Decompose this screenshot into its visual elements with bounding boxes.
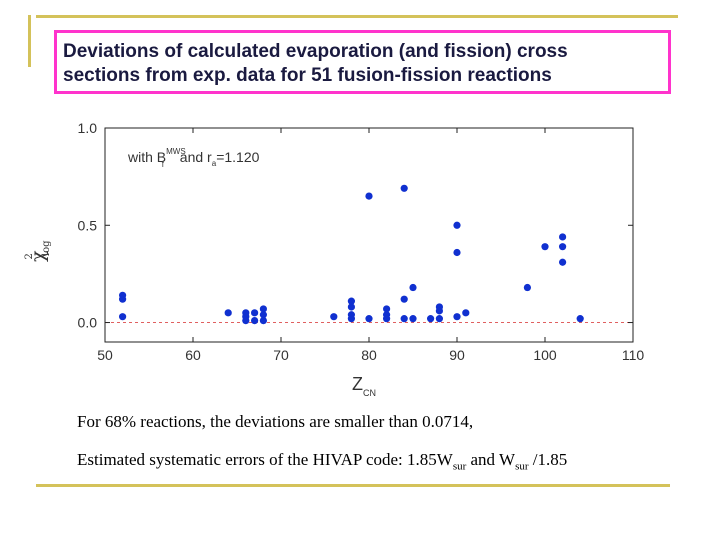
x-tick-label: 100 <box>533 347 557 363</box>
data-point <box>427 315 435 323</box>
data-point <box>383 305 391 313</box>
data-point <box>251 317 259 325</box>
data-point <box>365 315 373 323</box>
note-line-2: Estimated systematic errors of the HIVAP… <box>77 450 568 473</box>
note-line-1: For 68% reactions, the deviations are sm… <box>77 412 474 431</box>
data-point <box>224 309 232 317</box>
data-point <box>383 315 391 323</box>
x-tick-label: 80 <box>361 347 377 363</box>
data-point <box>453 313 461 321</box>
data-point <box>347 315 355 323</box>
title-box: Deviations of calculated evaporation (an… <box>54 30 671 94</box>
x-tick-label: 90 <box>449 347 465 363</box>
data-point <box>409 315 417 323</box>
left-accent-line <box>28 15 31 67</box>
data-point <box>259 305 267 313</box>
data-point <box>559 233 567 241</box>
data-point <box>119 295 127 303</box>
data-point <box>259 317 267 325</box>
data-point <box>400 295 408 303</box>
y-axis: 0.0 0.5 1.0 <box>78 120 633 331</box>
x-tick-label: 110 <box>622 347 645 363</box>
y-tick-label: 0.5 <box>78 217 98 233</box>
y-tick-label: 1.0 <box>78 120 98 136</box>
data-point <box>347 303 355 311</box>
data-point <box>330 313 338 321</box>
svg-text:χ2log: χ2log <box>24 240 52 262</box>
data-points <box>119 184 584 325</box>
title-line-1: Deviations of calculated evaporation (an… <box>63 41 568 62</box>
data-point <box>400 184 408 192</box>
data-point <box>523 283 532 292</box>
data-point <box>347 297 355 305</box>
y-tick-label: 0.0 <box>78 315 98 331</box>
data-point <box>251 309 259 317</box>
data-point <box>462 309 470 317</box>
data-point <box>119 313 127 321</box>
y-axis-label: χ2log <box>24 240 52 262</box>
x-tick-label: 60 <box>185 347 201 363</box>
data-point <box>576 315 584 323</box>
data-point <box>435 315 443 323</box>
data-point <box>453 221 461 229</box>
data-point <box>559 258 567 266</box>
data-point <box>541 243 549 251</box>
data-point <box>259 311 267 319</box>
chart-annotation: with BMWS f and ra=1.120 <box>127 147 260 169</box>
x-axis-label: ZCN <box>352 374 376 398</box>
top-accent-line <box>36 15 678 18</box>
x-tick-label: 50 <box>97 347 113 363</box>
data-point <box>400 315 408 323</box>
data-point <box>435 307 443 315</box>
x-axis: 50 60 70 80 90 100 110 <box>97 128 644 363</box>
data-point <box>409 283 417 292</box>
data-point <box>365 192 373 200</box>
data-point <box>559 243 567 251</box>
data-point <box>242 317 250 325</box>
title-line-2: sections from exp. data for 51 fusion-fi… <box>63 65 552 86</box>
x-tick-label: 70 <box>273 347 289 363</box>
bottom-accent-line <box>36 484 670 487</box>
data-point <box>453 248 461 257</box>
